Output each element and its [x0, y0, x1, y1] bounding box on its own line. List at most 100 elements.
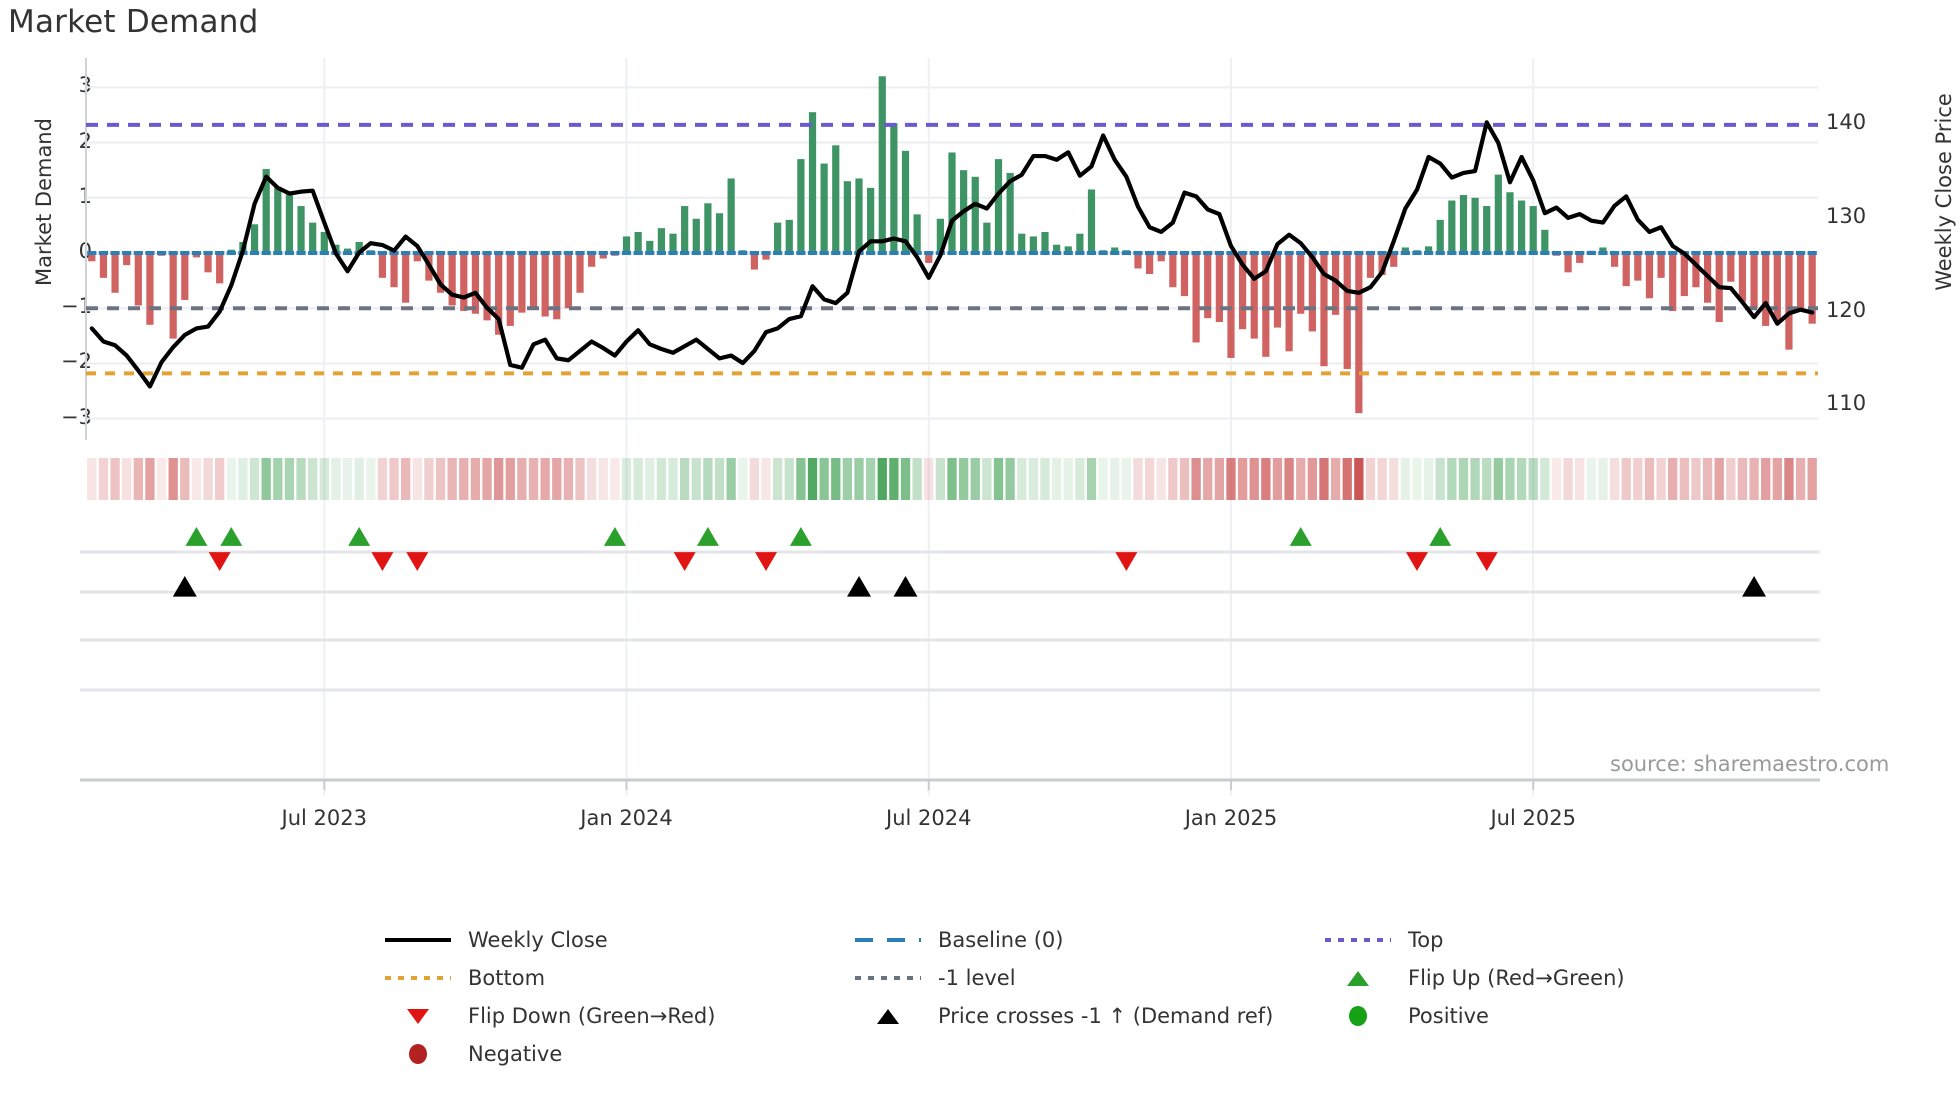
demand-bar — [1378, 253, 1386, 276]
heatmap-cell — [982, 458, 992, 500]
heatmap-cell — [1017, 458, 1027, 500]
heatmap-cell — [1772, 458, 1782, 500]
x-axis-tick-label: Jul 2025 — [1490, 806, 1576, 830]
y-axis-right-tick: 120 — [1826, 297, 1867, 322]
heatmap-cell — [703, 458, 713, 500]
heatmap-cell — [1458, 458, 1469, 500]
demand-bar — [1657, 253, 1665, 278]
heatmap-cell — [145, 458, 155, 500]
legend-line-swatch — [1325, 938, 1391, 942]
demand-bar — [843, 181, 851, 253]
heatmap-cell — [203, 458, 213, 500]
legend-circle-icon — [409, 1044, 427, 1064]
legend-label-weekly-close: Weekly Close — [468, 928, 608, 952]
legend-item-top[interactable]: Top — [1320, 925, 1800, 955]
demand-bar — [88, 253, 96, 262]
demand-bar — [1308, 253, 1316, 332]
heatmap-cell — [935, 458, 946, 500]
demand-bar — [1762, 253, 1770, 326]
heatmap-cell — [1644, 458, 1655, 500]
heatmap-cell — [459, 458, 469, 500]
demand-bar — [134, 253, 142, 306]
demand-bar — [355, 241, 363, 253]
heatmap-cell — [1354, 458, 1364, 500]
heatmap-cell — [377, 458, 388, 500]
demand-bar — [111, 253, 119, 293]
heatmap-cell — [1621, 458, 1631, 500]
legend-item-price-crosses[interactable]: Price crosses -1 ↑ (Demand ref) — [850, 1001, 1320, 1031]
demand-bar — [1157, 253, 1165, 262]
heatmap-cell — [1726, 458, 1736, 500]
demand-bar — [1250, 253, 1258, 339]
demand-bar — [913, 214, 921, 253]
demand-bar — [901, 150, 910, 253]
demand-bar — [1541, 229, 1549, 253]
heatmap-cell — [587, 458, 597, 500]
heatmap-cell — [924, 458, 934, 500]
heatmap-cell — [1086, 458, 1097, 500]
demand-bar — [518, 253, 526, 313]
demand-bar — [262, 169, 270, 253]
legend-item-bottom[interactable]: Bottom — [380, 963, 850, 993]
demand-bar — [285, 192, 294, 253]
demand-bar — [599, 253, 607, 259]
legend-item-flip-up[interactable]: Flip Up (Red→Green) — [1320, 963, 1800, 993]
heatmap-cell — [1098, 458, 1108, 500]
heatmap-cell — [738, 458, 748, 500]
legend-item-flip-down[interactable]: Flip Down (Green→Red) — [380, 1001, 850, 1031]
demand-bar — [495, 253, 503, 335]
demand-bar — [1366, 253, 1375, 278]
heatmap-cell — [854, 458, 864, 500]
legend-item-negative[interactable]: Negative — [380, 1039, 850, 1069]
demand-bar — [727, 178, 735, 253]
heatmap-cell — [540, 458, 550, 500]
source-attribution: source: sharemaestro.com — [1610, 752, 1890, 776]
legend-item-baseline[interactable]: Baseline (0) — [850, 925, 1320, 955]
demand-bar — [1680, 253, 1688, 297]
price-cross-marker — [847, 576, 872, 597]
negative-swatch — [380, 1041, 456, 1067]
demand-bar — [1517, 200, 1526, 253]
demand-bar — [867, 187, 875, 253]
flip-up-marker — [220, 527, 243, 546]
demand-bar — [1076, 233, 1084, 253]
heatmap-cell — [1575, 458, 1585, 500]
demand-bar — [1041, 232, 1049, 253]
legend-item-minus-one-level[interactable]: -1 level — [850, 963, 1320, 993]
heatmap-cell — [1365, 458, 1376, 500]
flip-down-marker — [1405, 552, 1428, 571]
demand-bar — [785, 219, 793, 253]
demand-bar — [948, 152, 956, 253]
demand-bar — [1576, 253, 1584, 263]
legend-label-top: Top — [1408, 928, 1444, 952]
heatmap-cell — [1516, 458, 1527, 500]
minus-one-level-swatch — [850, 965, 926, 991]
heatmap-cell — [435, 458, 446, 500]
legend-item-positive[interactable]: Positive — [1320, 1001, 1800, 1031]
heatmap-cell — [958, 458, 969, 500]
demand-bar — [855, 178, 863, 253]
heatmap-cell — [1261, 458, 1271, 500]
demand-bar — [436, 253, 445, 293]
heatmap-cell — [563, 458, 574, 500]
heatmap-cell — [389, 458, 399, 500]
heatmap-cell — [668, 458, 678, 500]
heatmap-cell — [1214, 458, 1225, 500]
demand-bar — [1494, 174, 1502, 253]
heatmap-cell — [273, 458, 283, 500]
heatmap-cell — [447, 458, 457, 500]
baseline-swatch — [850, 927, 926, 953]
flip-down-marker — [1475, 552, 1498, 571]
demand-bar — [250, 224, 259, 253]
demand-bar — [1796, 253, 1805, 311]
demand-bar — [1645, 253, 1654, 299]
demand-bar — [1436, 219, 1444, 253]
legend-label-negative: Negative — [468, 1042, 563, 1066]
legend-item-weekly-close[interactable]: Weekly Close — [380, 925, 850, 955]
demand-bar — [1750, 253, 1758, 309]
demand-bar — [483, 253, 491, 321]
demand-bar — [890, 123, 898, 253]
demand-bar — [169, 253, 177, 339]
demand-bar — [529, 253, 538, 309]
demand-bar — [576, 253, 584, 293]
